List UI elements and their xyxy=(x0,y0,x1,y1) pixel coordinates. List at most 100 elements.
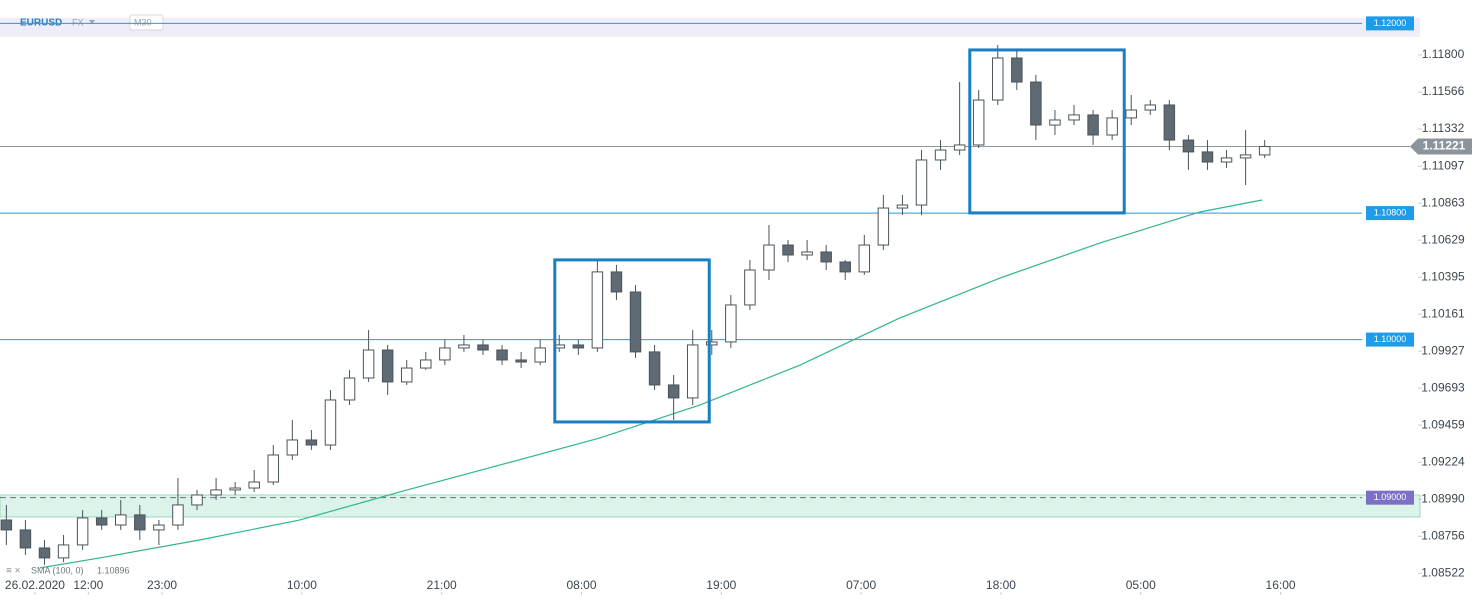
candle-body xyxy=(896,204,909,209)
candle-body xyxy=(305,439,318,446)
candle-body xyxy=(686,344,699,399)
y-tick-label: 1.09459 xyxy=(1421,417,1465,431)
candle-body xyxy=(858,244,871,273)
x-tick-label: 18:00 xyxy=(986,578,1016,592)
x-tick-label: 16:00 xyxy=(1266,578,1296,592)
candle-body xyxy=(763,244,775,271)
candle-body xyxy=(667,384,680,399)
candle-body xyxy=(1011,57,1023,83)
candle-body xyxy=(400,367,413,383)
highlight-box xyxy=(968,48,1126,215)
x-tick-label: 23:00 xyxy=(147,578,177,592)
candle-body xyxy=(953,144,966,151)
candle-body xyxy=(229,487,241,491)
candle-body xyxy=(782,244,794,256)
candle-body xyxy=(725,304,737,343)
candle-body xyxy=(591,271,604,349)
y-tick-label: 1.11566 xyxy=(1422,84,1465,98)
y-tick-label: 1.08756 xyxy=(1421,528,1465,542)
candle-body xyxy=(992,57,1004,101)
candle-body xyxy=(76,517,89,546)
candle-body xyxy=(38,547,51,559)
candle-body xyxy=(801,251,813,256)
x-tick-label: 08:00 xyxy=(566,578,596,592)
candle-body xyxy=(820,251,832,263)
y-tick-label: 1.10395 xyxy=(1421,269,1465,283)
x-tick-label: 12:00 xyxy=(73,578,103,592)
candle-body xyxy=(1163,104,1176,141)
candle-body xyxy=(706,341,718,346)
candle-body xyxy=(1220,157,1233,163)
x-tick-label: 26.02.2020 xyxy=(5,578,65,592)
top-band xyxy=(0,18,1420,37)
x-tick-label: 19:00 xyxy=(706,578,736,592)
candle-body xyxy=(248,481,260,489)
candle-body xyxy=(362,349,375,379)
dropdown-icon xyxy=(89,20,95,24)
candle-body xyxy=(1258,146,1271,156)
candle-body xyxy=(1106,117,1118,136)
candle-body xyxy=(324,399,337,446)
level-tag xyxy=(1366,332,1414,347)
candle-body xyxy=(477,344,489,351)
indicator-name: SMA (100, 0) xyxy=(31,565,84,575)
candle-body xyxy=(744,269,756,306)
candle-body xyxy=(57,544,70,559)
candle-body xyxy=(267,454,280,483)
candle-body xyxy=(1087,114,1099,136)
candle-body xyxy=(172,504,184,526)
candle-body xyxy=(972,99,985,146)
level-tag xyxy=(1366,206,1414,221)
candle-body xyxy=(877,207,890,246)
y-tick-label: 1.08990 xyxy=(1421,491,1465,505)
y-tick-label: 1.08522 xyxy=(1421,565,1465,579)
candle-body xyxy=(210,489,222,496)
y-tick-label: 1.09927 xyxy=(1421,343,1465,357)
y-tick-label: 1.10629 xyxy=(1421,232,1465,246)
level-label: 1.12000 xyxy=(1374,18,1407,28)
candle-body xyxy=(839,261,851,273)
candle-body xyxy=(934,149,947,161)
timeframe-box[interactable] xyxy=(129,14,164,31)
candle-body xyxy=(153,524,165,531)
candle-body xyxy=(191,494,203,506)
candle-body xyxy=(534,347,546,363)
candle-body xyxy=(1239,154,1252,159)
indicator-icons[interactable]: ≡ × xyxy=(6,566,21,577)
candle-body xyxy=(286,439,299,456)
y-tick-label: 1.09224 xyxy=(1421,454,1465,468)
candle-body xyxy=(458,344,470,349)
y-tick-label: 1.11097 xyxy=(1422,158,1465,172)
candle-body xyxy=(420,359,432,369)
y-tick-label: 1.10161 xyxy=(1421,306,1465,320)
candle-body xyxy=(134,514,146,531)
candle-body xyxy=(1049,119,1061,126)
support-zone xyxy=(0,494,1421,518)
market: FX xyxy=(72,17,84,27)
candle-body xyxy=(648,351,661,386)
candle-body xyxy=(95,517,108,526)
level-label: 1.10000 xyxy=(1374,334,1407,344)
level-tag xyxy=(1366,16,1414,31)
candle-body xyxy=(115,514,127,526)
candle-body xyxy=(0,519,13,531)
highlight-box xyxy=(553,258,711,424)
candle-body xyxy=(19,529,32,549)
candle-body xyxy=(915,159,928,206)
x-tick-label: 10:00 xyxy=(287,578,317,592)
candle-body xyxy=(1068,114,1080,121)
candle-body xyxy=(515,359,527,363)
x-tick-label: 21:00 xyxy=(427,578,457,592)
current-price-label: 1.11221 xyxy=(1423,139,1466,153)
y-tick-label: 1.11332 xyxy=(1422,121,1465,135)
current-price-tag xyxy=(1410,138,1472,155)
y-tick-label: 1.09693 xyxy=(1421,380,1465,394)
candle-body xyxy=(1182,139,1195,153)
y-tick-label: 1.11800 xyxy=(1422,47,1465,61)
indicator-value: 1.10896 xyxy=(97,565,130,575)
candle-body xyxy=(1201,151,1214,163)
candle-body xyxy=(572,344,585,349)
candle-body xyxy=(496,349,508,361)
timeframe[interactable]: M30 xyxy=(134,17,152,27)
